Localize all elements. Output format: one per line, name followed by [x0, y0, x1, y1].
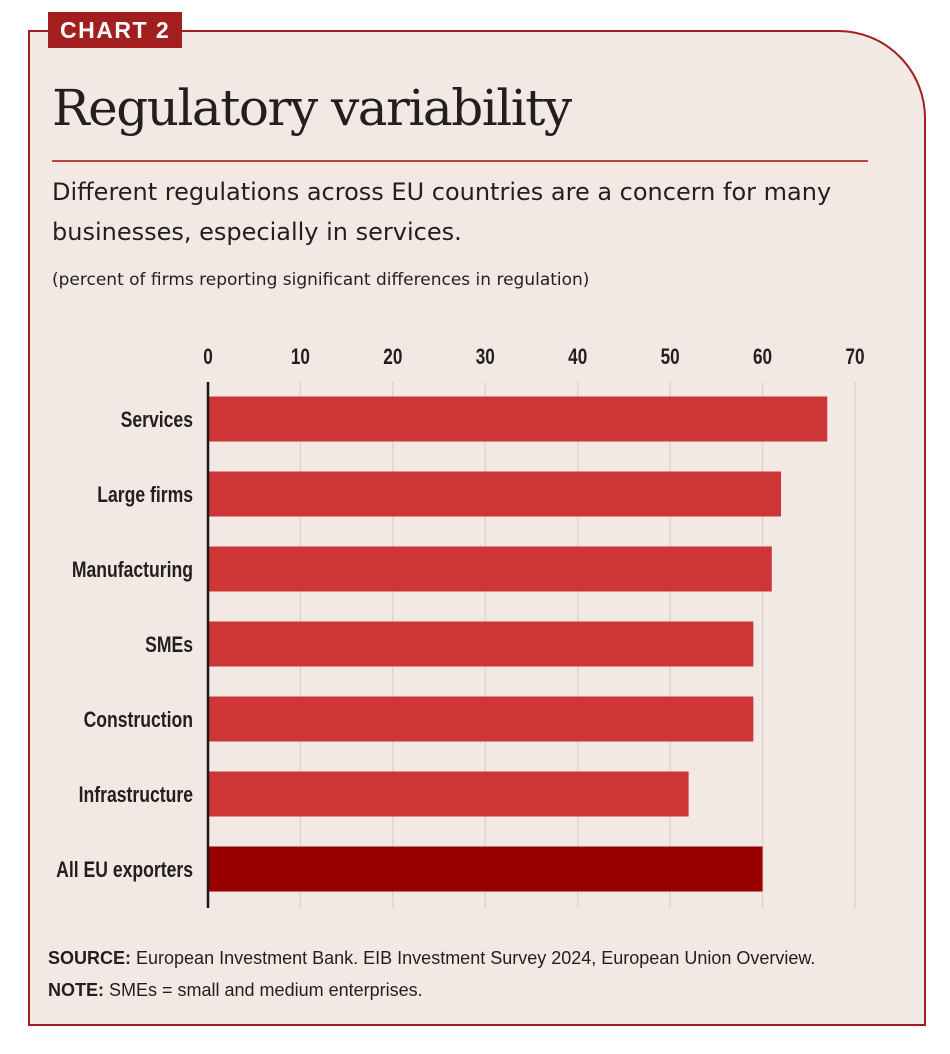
x-tick-label: 50 — [661, 345, 680, 370]
title-divider — [52, 160, 868, 162]
category-label: Large firms — [97, 483, 193, 507]
chart-badge: CHART 2 — [48, 12, 183, 48]
x-tick-label: 10 — [291, 345, 310, 370]
x-tick-label: 40 — [568, 345, 587, 370]
bar — [208, 771, 689, 817]
x-tick-label: 20 — [383, 345, 402, 370]
source-line: SOURCE: European Investment Bank. EIB In… — [48, 942, 815, 974]
bar — [208, 846, 763, 892]
bar — [208, 546, 772, 592]
chart-footer: SOURCE: European Investment Bank. EIB In… — [48, 942, 815, 1006]
note-text: SMEs = small and medium enterprises. — [104, 980, 423, 1000]
category-label: SMEs — [145, 633, 193, 657]
bar — [208, 471, 782, 517]
chart-title: Regulatory variability — [52, 79, 572, 137]
category-label: Manufacturing — [72, 558, 193, 582]
category-label: Construction — [84, 708, 193, 732]
bar — [208, 621, 754, 667]
category-label: Infrastructure — [79, 783, 193, 807]
note-label: NOTE: — [48, 980, 104, 1000]
source-label: SOURCE: — [48, 948, 132, 968]
x-tick-label: 0 — [203, 345, 213, 370]
chart-units: (percent of firms reporting significant … — [52, 270, 590, 290]
chart-subtitle: Different regulations across EU countrie… — [52, 178, 832, 246]
x-tick-label: 30 — [476, 345, 495, 370]
bar — [208, 396, 828, 442]
note-line: NOTE: SMEs = small and medium enterprise… — [48, 974, 815, 1006]
category-label: All EU exporters — [56, 858, 193, 882]
x-tick-label: 60 — [753, 345, 772, 370]
bar — [208, 696, 754, 742]
source-text: European Investment Bank. EIB Investment… — [131, 948, 816, 968]
x-tick-label: 70 — [845, 345, 864, 370]
category-label: Services — [121, 408, 193, 432]
bar-chart: 0 10 20 30 40 50 60 70 Services Large firms Manufa… — [56, 345, 865, 908]
